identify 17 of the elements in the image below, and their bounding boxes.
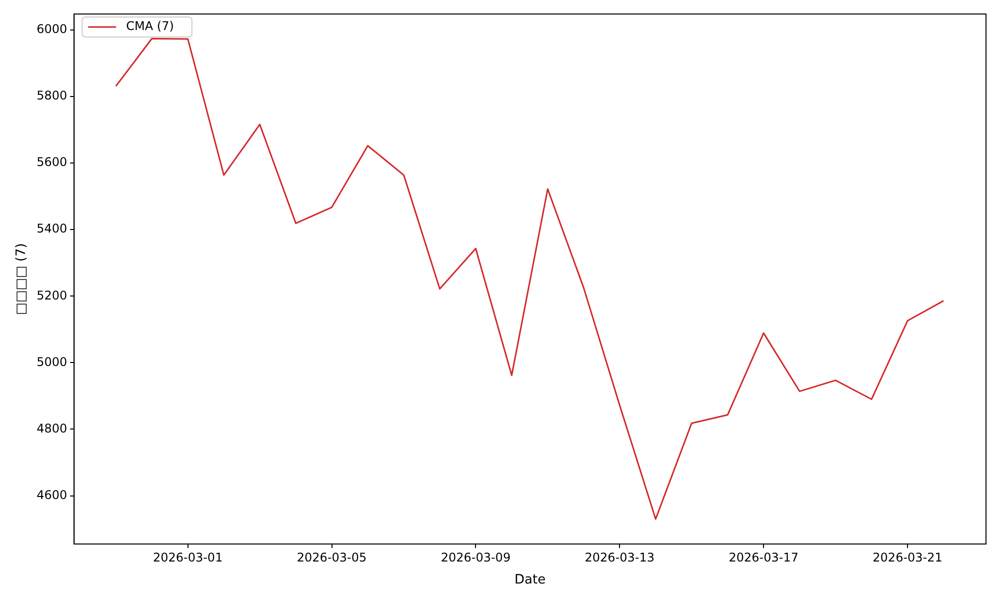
y-tick-label: 5400 [36,222,68,236]
x-axis-title: Date [514,572,546,588]
x-tick-label: 2026-03-05 [296,550,367,564]
x-tick-label: 2026-03-09 [440,550,511,564]
x-tick-label: 2026-03-17 [728,550,798,564]
y-tick-label: 6000 [36,22,68,36]
y-tick-label: 5600 [36,155,68,170]
y-tick-label: 5800 [36,88,68,103]
y-axis-title: □□□□ (7) [14,243,30,315]
x-tick-label: 2026-03-13 [584,550,655,564]
y-tick-label: 5200 [36,288,68,302]
y-tick-label: 5000 [36,354,68,369]
x-tick-label: 2026-03-21 [872,550,942,564]
y-tick-label: 4600 [36,488,68,502]
x-tick-label: 2026-03-01 [152,550,223,564]
y-tick-label: 4800 [36,421,68,436]
legend-label: CMA (7) [126,19,174,34]
